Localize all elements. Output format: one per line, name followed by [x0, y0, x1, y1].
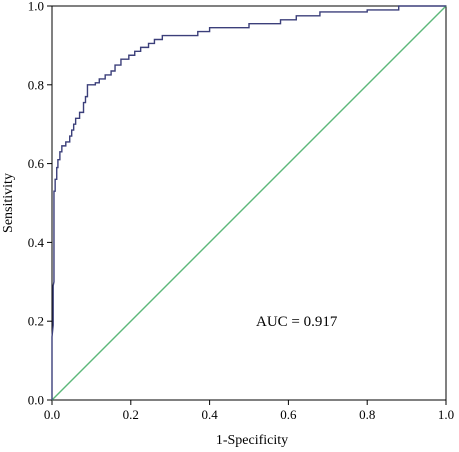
- roc-curve: [51, 5, 446, 400]
- y-tick-label: 0.0: [28, 393, 44, 408]
- axes: 0.0 0.2 0.4 0.6 0.8 1.0 0.0 0.2 0.4 0.6 0.8 1.0: [28, 0, 454, 422]
- x-tick-label: 0.4: [201, 407, 218, 422]
- x-tick-label: 0.2: [123, 407, 139, 422]
- reference-line: [51, 5, 447, 401]
- x-axis-title: 1-Specificity: [216, 433, 288, 448]
- x-tick-label: 0.8: [359, 407, 375, 422]
- plot-frame: [51, 5, 447, 401]
- x-tick-label: 0.0: [44, 407, 60, 422]
- y-tick-label: 0.6: [28, 156, 45, 171]
- x-tick-label: 0.6: [280, 407, 297, 422]
- plot-area: [51, 5, 447, 401]
- x-tick-label: 1.0: [438, 407, 454, 422]
- auc-annotation: AUC = 0.917: [256, 314, 338, 330]
- y-tick-label: 1.0: [28, 0, 44, 14]
- y-tick-label: 0.2: [28, 314, 44, 329]
- y-tick-label: 0.8: [28, 77, 44, 92]
- y-axis-title: Sensitivity: [1, 173, 16, 233]
- y-tick-label: 0.4: [28, 235, 45, 250]
